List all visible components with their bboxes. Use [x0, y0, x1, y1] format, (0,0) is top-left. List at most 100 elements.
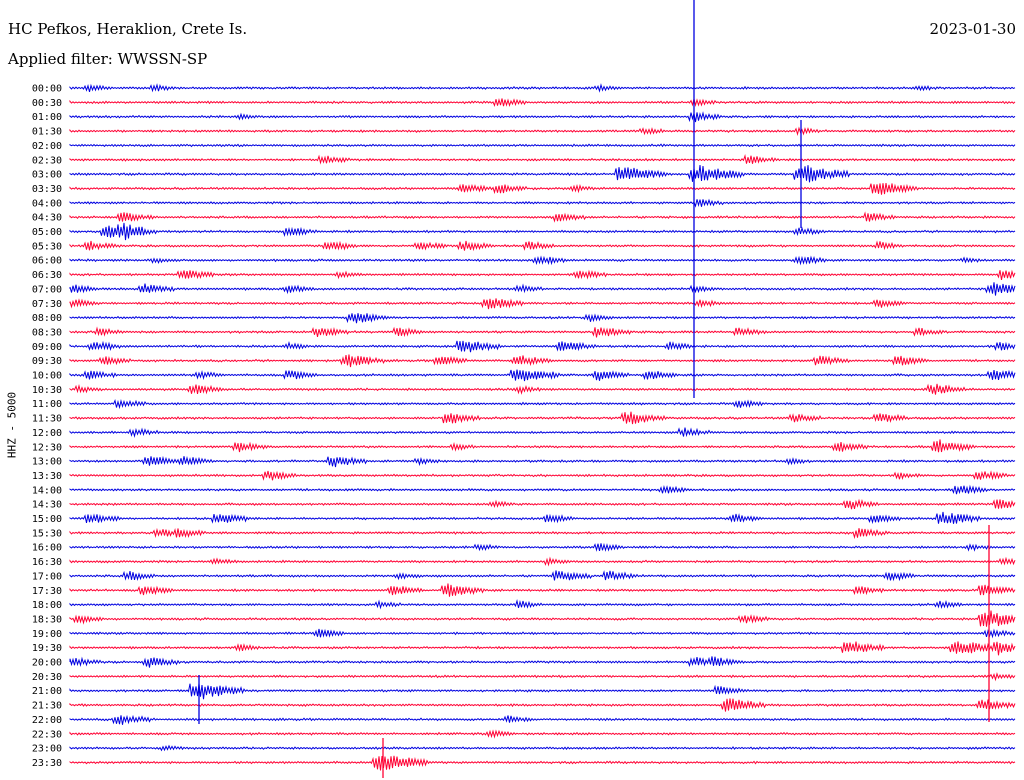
- tick-label: 12:00: [32, 428, 62, 439]
- tick-label: 06:00: [32, 256, 62, 267]
- tick-label: 23:00: [32, 744, 62, 755]
- tick-label: 16:30: [32, 557, 62, 568]
- tick-label: 09:30: [32, 356, 62, 367]
- tick-label: 00:30: [32, 98, 62, 109]
- station-title: HC Pefkos, Heraklion, Crete Is.: [8, 20, 248, 38]
- tick-label: 06:30: [32, 270, 62, 281]
- trace-1930: [69, 641, 1016, 656]
- tick-label: 10:00: [32, 371, 62, 382]
- tick-label: 21:00: [32, 686, 62, 697]
- tick-label: 07:30: [32, 299, 62, 310]
- tick-label: 01:30: [32, 127, 62, 138]
- trace-0400: [69, 198, 1016, 208]
- chart-date: 2023-01-30: [929, 20, 1016, 38]
- tick-label: 08:00: [32, 313, 62, 324]
- trace-1700: [69, 570, 1016, 582]
- trace-0100: [69, 111, 1016, 123]
- tick-label: 21:30: [32, 701, 62, 712]
- trace-0230: [69, 153, 1016, 165]
- tick-label: 13:00: [32, 457, 62, 468]
- trace-1630: [69, 556, 1016, 567]
- tick-label: 17:00: [32, 571, 62, 582]
- trace-0300: [69, 164, 1016, 183]
- tick-label: 18:00: [32, 600, 62, 611]
- tick-label: 09:00: [32, 342, 62, 353]
- trace-2100: [69, 683, 1016, 700]
- trace-1000: [69, 369, 1016, 382]
- trace-0800: [69, 313, 1016, 324]
- trace-1730: [69, 583, 1016, 597]
- trace-1600: [69, 542, 1016, 552]
- trace-0200: [69, 143, 1016, 148]
- trace-0330: [69, 183, 1016, 195]
- trace-0530: [69, 240, 1016, 252]
- trace-1430: [69, 498, 1016, 510]
- trace-1200: [69, 427, 1016, 438]
- trace-2130: [69, 698, 1016, 712]
- trace-0630: [69, 269, 1016, 280]
- tick-label: 00:00: [32, 84, 62, 95]
- trace-1030: [69, 383, 1016, 395]
- tick-label: 14:00: [32, 485, 62, 496]
- tick-label: 01:00: [32, 112, 62, 123]
- trace-0700: [69, 282, 1016, 296]
- trace-2200: [69, 714, 1016, 725]
- trace-0030: [69, 98, 1016, 108]
- trace-0600: [69, 255, 1016, 266]
- tick-label: 23:30: [32, 758, 62, 769]
- trace-0830: [69, 326, 1016, 338]
- tick-label: 07:00: [32, 284, 62, 295]
- tick-label: 04:00: [32, 198, 62, 209]
- tick-label: 02:30: [32, 155, 62, 166]
- trace-2230: [69, 729, 1016, 739]
- tick-label: 05:00: [32, 227, 62, 238]
- trace-0900: [69, 340, 1016, 353]
- trace-0500: [69, 222, 1016, 241]
- tick-label: 11:30: [32, 414, 62, 425]
- trace-1330: [69, 470, 1016, 481]
- trace-1830: [69, 610, 1016, 627]
- trace-0930: [69, 354, 1016, 368]
- tick-label: 15:30: [32, 528, 62, 539]
- trace-0000: [69, 83, 1016, 93]
- tick-label: 05:30: [32, 241, 62, 252]
- trace-1900: [69, 628, 1016, 639]
- tick-label: 17:30: [32, 586, 62, 597]
- trace-2300: [69, 744, 1016, 752]
- tick-label: 11:00: [32, 399, 62, 410]
- trace-0730: [69, 298, 1016, 310]
- tick-label: 12:30: [32, 442, 62, 453]
- tick-label: 19:00: [32, 629, 62, 640]
- trace-1500: [69, 511, 1016, 525]
- tick-label: 18:30: [32, 614, 62, 625]
- tick-label: 22:00: [32, 715, 62, 726]
- trace-1400: [69, 484, 1016, 495]
- trace-1130: [69, 411, 1016, 425]
- tick-label: 16:00: [32, 543, 62, 554]
- trace-2330: [69, 755, 1016, 771]
- tick-label: 08:30: [32, 327, 62, 338]
- tick-label: 10:30: [32, 385, 62, 396]
- tick-label: 13:30: [32, 471, 62, 482]
- tick-label: 14:30: [32, 500, 62, 511]
- tick-label: 20:30: [32, 672, 62, 683]
- tick-label: 02:00: [32, 141, 62, 152]
- trace-0130: [69, 126, 1016, 137]
- trace-1100: [69, 398, 1016, 410]
- trace-1530: [69, 527, 1016, 540]
- trace-2030: [69, 672, 1016, 682]
- tick-label: 22:30: [32, 729, 62, 740]
- trace-1300: [69, 455, 1016, 468]
- tick-label: 03:00: [32, 170, 62, 181]
- filter-label: Applied filter: WWSSN-SP: [8, 50, 208, 68]
- trace-2000: [69, 656, 1016, 668]
- trace-0430: [69, 211, 1016, 223]
- tick-label: 04:30: [32, 213, 62, 224]
- trace-1230: [69, 439, 1016, 453]
- tick-label: 03:30: [32, 184, 62, 195]
- tick-label: 19:30: [32, 643, 62, 654]
- trace-1800: [69, 599, 1016, 610]
- tick-label: 15:00: [32, 514, 62, 525]
- tick-label: 20:00: [32, 658, 62, 669]
